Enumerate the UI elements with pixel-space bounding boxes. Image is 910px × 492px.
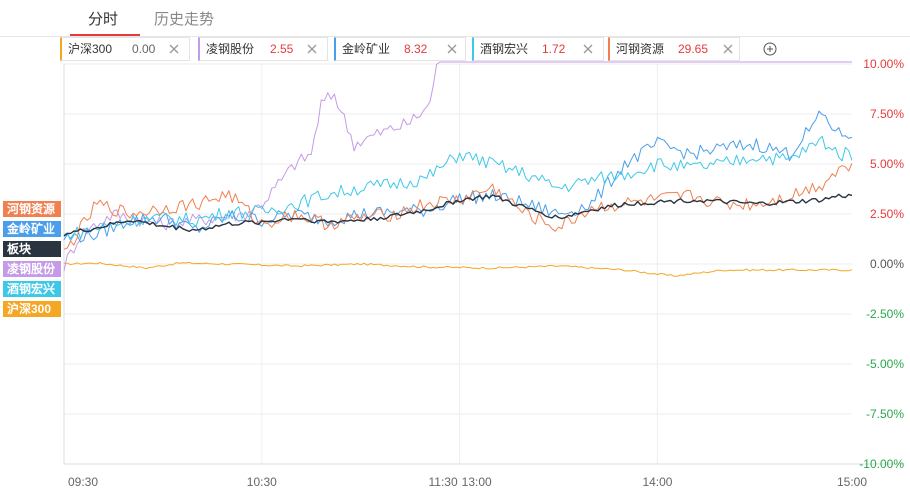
series-line [63,193,853,237]
y-tick-label: -7.50% [866,407,904,421]
chip-1[interactable]: 凌钢股份 2.55 [198,37,328,61]
tab-bar: 分时 历史走势 [0,0,910,37]
close-icon[interactable] [168,43,180,55]
y-tick-label: 10.00% [863,57,904,71]
series-line [63,135,853,242]
active-tab-indicator [70,34,140,36]
chip-4[interactable]: 河钢资源 29.65 [608,37,740,61]
x-tick-label: 15:00 [837,475,867,489]
series-line [63,61,852,272]
x-tick-label: 13:00 [462,475,492,489]
y-tick-label: 0.00% [870,257,904,271]
chip-name: 金岭矿业 [342,42,391,56]
x-tick-label: 14:00 [642,475,672,489]
series-line [63,163,853,250]
add-compare-icon[interactable] [763,42,777,56]
y-tick-label: -5.00% [866,357,904,371]
chip-name: 凌钢股份 [206,42,255,56]
tab-intraday[interactable]: 分时 [88,11,119,28]
tab-history[interactable]: 历史走势 [154,11,215,28]
close-icon[interactable] [446,43,458,55]
series-line [63,110,853,243]
y-tick-label: 2.50% [870,207,904,221]
legend-label-1: 金岭矿业 [3,221,61,237]
y-tick-label: 5.00% [870,157,904,171]
legend-label-2: 板块 [3,241,61,257]
chip-value: 0.00 [132,42,156,56]
chip-name: 酒钢宏兴 [480,42,529,56]
y-tick-label: 7.50% [870,107,904,121]
close-icon[interactable] [722,43,734,55]
legend-label-3: 凌钢股份 [3,261,61,277]
chip-name: 沪深300 [68,42,113,56]
chip-2[interactable]: 金岭矿业 8.32 [334,37,466,61]
chip-3[interactable]: 酒钢宏兴 1.72 [472,37,604,61]
series-line [63,261,853,277]
y-tick-label: -2.50% [866,307,904,321]
legend-label-0: 河钢资源 [3,201,61,217]
chip-0[interactable]: 沪深300 0.00 [60,37,190,61]
chip-value: 1.72 [542,42,566,56]
x-tick-label: 09:30 [68,475,98,489]
legend-label-4: 酒钢宏兴 [3,281,61,297]
chip-value: 2.55 [270,42,294,56]
y-tick-label: -10.00% [859,457,904,471]
chip-name: 河钢资源 [616,42,665,56]
close-icon[interactable] [582,43,594,55]
x-tick-label: 11:30 [429,475,458,489]
chip-value: 8.32 [404,42,428,56]
close-icon[interactable] [306,43,318,55]
legend-label-5: 沪深300 [3,301,61,317]
x-tick-label: 10:30 [247,475,277,489]
chip-value: 29.65 [678,42,709,56]
